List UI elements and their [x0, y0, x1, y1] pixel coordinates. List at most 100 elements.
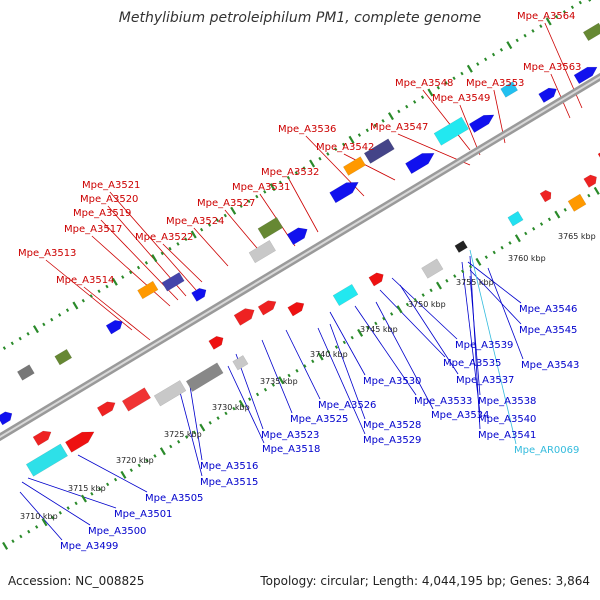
gene-block — [567, 193, 587, 212]
leader-line — [469, 255, 481, 430]
reverse-tick-track-tick — [397, 109, 401, 114]
forward-tick-track-tick — [216, 416, 220, 420]
scale-label: 3760 kbp — [508, 254, 546, 263]
forward-tick-track-tick — [453, 274, 457, 278]
gene-label-top: Mpe_A3520 — [80, 194, 138, 205]
forward-tick-track-tick — [169, 444, 173, 449]
gene-label-top: Mpe_A3521 — [82, 180, 140, 191]
gene-label-top: Mpe_A3522 — [135, 232, 193, 243]
forward-tick-track-tick — [350, 335, 354, 340]
reverse-tick-track-tick — [588, 0, 592, 2]
reverse-tick-track-tick — [239, 204, 243, 208]
leader-line — [469, 249, 517, 445]
gene-arrow — [468, 114, 495, 133]
gene-labels: Mpe_A3564 Mpe_A3563 Mpe_A3548 Mpe_A3553 Mpe_… — [18, 11, 581, 552]
reverse-tick-track-tick — [523, 33, 527, 38]
forward-tick-track-tick — [374, 321, 378, 326]
reverse-tick-track-tick — [129, 270, 133, 275]
forward-tick-track-tick — [405, 302, 410, 307]
leader-line — [375, 301, 434, 410]
reverse-tick-track-tick — [42, 322, 46, 327]
scale-labels: 3710 kbp 3715 kbp 3720 kbp 3725 kbp 3730 kbp… — [20, 232, 596, 521]
forward-tick-track-tick — [421, 293, 425, 297]
forward-tick-track-tick — [137, 463, 141, 468]
forward-tick-track-tick — [593, 186, 600, 195]
forward-tick-track-tick — [435, 281, 442, 290]
reverse-tick-track-tick — [223, 213, 227, 218]
reverse-tick-track-tick — [413, 100, 417, 104]
reverse-tick-track-tick — [207, 223, 212, 227]
forward-tick-track-tick — [27, 529, 31, 534]
reverse-tick-track-tick — [562, 10, 567, 14]
reverse-tick-track-tick — [476, 62, 480, 66]
forward-tick-track-tick — [342, 340, 346, 345]
reverse-tick-track-tick — [184, 237, 188, 241]
reverse-tick-track-tick — [499, 48, 504, 52]
gene-label-bottom: Mpe_A3505 — [145, 493, 203, 504]
gene-block — [137, 280, 159, 300]
gene-label-bottom: Mpe_A3533 — [414, 396, 472, 407]
gene-label-top: Mpe_A3531 — [232, 182, 290, 193]
gene-block — [153, 380, 187, 407]
genome-info-text: Topology: circular; Length: 4,044,195 bp… — [260, 574, 590, 588]
forward-tick-track-tick — [159, 447, 166, 456]
gene-block — [185, 362, 224, 392]
reverse-tick-track-tick — [302, 166, 306, 170]
gene-arrow — [32, 430, 52, 446]
forward-tick-track-tick — [500, 245, 504, 250]
forward-tick-track-tick — [50, 515, 55, 520]
gene-arrow — [208, 336, 224, 350]
forward-tick-track-tick — [492, 250, 496, 255]
gene-label-top: Mpe_A3527 — [197, 198, 255, 209]
forward-tick-track-tick — [224, 411, 228, 416]
reverse-tick-track-tick — [57, 313, 62, 317]
reverse-tick-track-tick — [151, 254, 158, 263]
reverse-tick-track-tick — [334, 147, 338, 152]
leader-line — [45, 259, 133, 331]
gene-label-bottom: Mpe_A3534 — [431, 410, 489, 421]
forward-tick-track-tick — [98, 487, 102, 491]
reverse-tick-track-tick — [32, 325, 39, 334]
reverse-tick-track-tick — [2, 346, 7, 350]
gene-block — [421, 258, 444, 279]
gene-label-bottom: Mpe_A3501 — [114, 509, 172, 520]
gene-arrow — [287, 301, 305, 317]
forward-tick-track-tick — [357, 328, 364, 337]
gene-block — [332, 283, 359, 307]
scale-label: 3720 kbp — [116, 456, 154, 465]
reverse-tick-track-tick — [460, 71, 464, 76]
gene-block — [248, 239, 277, 264]
leader-line — [399, 284, 459, 375]
reverse-tick-track-tick — [10, 341, 14, 346]
leader-line — [461, 261, 481, 414]
genome-title: Methylibium petroleiphilum PM1, complete… — [118, 10, 482, 26]
reverse-tick-track-tick — [65, 308, 70, 312]
forward-tick-track-tick — [326, 350, 331, 354]
scale-label: 3735 kbp — [260, 377, 298, 386]
reverse-tick-track-tick — [539, 24, 543, 28]
forward-tick-track-tick — [461, 269, 465, 274]
gene-block — [582, 22, 600, 42]
gene-arrow — [191, 288, 207, 302]
reverse-tick-track-tick — [144, 261, 149, 265]
leader-line — [224, 209, 263, 255]
gene-label-bottom: Mpe_A3515 — [200, 477, 258, 488]
reverse-tick-track-tick — [105, 284, 109, 289]
genome-backbone — [0, 72, 600, 442]
reverse-tick-track-tick — [121, 275, 125, 279]
reverse-tick-track-tick — [200, 227, 204, 232]
reverse-tick-track-tick — [111, 277, 118, 286]
gene-label-bottom: Mpe_A3543 — [521, 360, 579, 371]
gene-block — [363, 138, 395, 164]
forward-tick-track-tick — [58, 510, 62, 515]
forward-tick-track-tick — [484, 255, 488, 259]
leader-line — [27, 477, 117, 509]
reverse-tick-track-tick — [545, 17, 552, 26]
reverse-tick-track-tick — [420, 95, 425, 99]
gene-label-bottom: Mpe_A3526 — [318, 400, 376, 411]
forward-tick-track-tick — [248, 397, 252, 401]
forward-tick-track-tick — [287, 373, 291, 378]
gene-label-bottom: Mpe_A3537 — [456, 375, 514, 386]
leader-line — [83, 286, 151, 341]
leader-line — [21, 481, 91, 526]
